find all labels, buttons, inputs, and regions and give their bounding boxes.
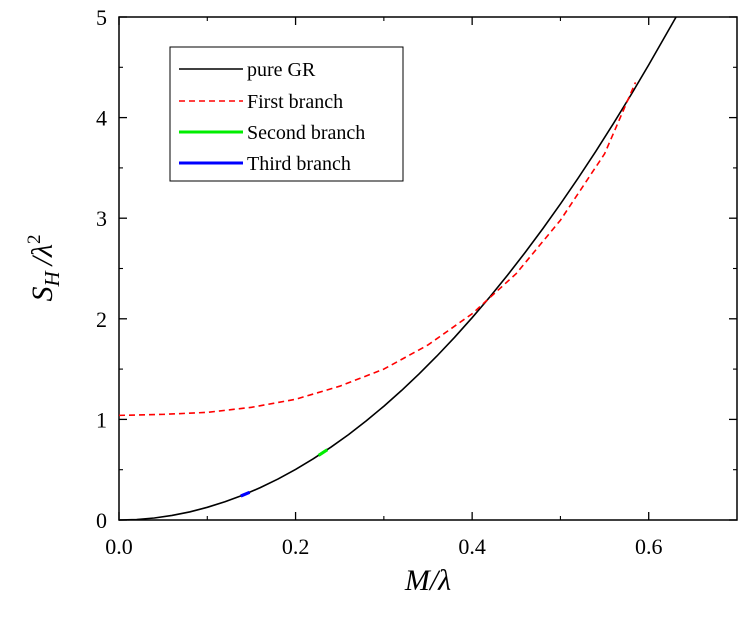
series-line-pure-gr	[118, 16, 677, 521]
legend: pure GR First branch Second branch Third…	[169, 46, 404, 182]
y-axis-label-sub: H	[40, 270, 64, 288]
x-axis-label: M/λ	[404, 564, 451, 597]
y-tick-label: 3	[96, 206, 107, 231]
y-axis-label-sup: 2	[24, 235, 45, 245]
y-tick-label: 4	[96, 106, 107, 131]
axis-tick-labels: 0.0 0.2 0.4 0.6 0 1 2 3 4 5	[96, 5, 662, 559]
legend-label-first-branch: First branch	[247, 91, 343, 113]
y-tick-label: 2	[96, 307, 107, 332]
y-tick-label: 0	[96, 508, 107, 533]
y-tick-label: 1	[96, 407, 107, 432]
y-axis-label-main: S	[26, 287, 59, 302]
legend-label-pure-gr: pure GR	[247, 59, 316, 81]
series-line-first-branch	[118, 82, 637, 417]
x-tick-label: 0.6	[635, 534, 663, 559]
y-axis-label-rest: /λ	[26, 244, 59, 267]
legend-label-third-branch: Third branch	[247, 153, 351, 175]
x-tick-label: 0.0	[105, 534, 133, 559]
y-tick-label: 5	[96, 5, 107, 30]
axis-ticks	[118, 16, 737, 521]
y-axis-label: SH/λ2	[24, 235, 64, 302]
legend-label-second-branch: Second branch	[247, 122, 365, 144]
x-tick-label: 0.2	[282, 534, 310, 559]
series-lines	[118, 16, 677, 521]
svg-text:SH/λ2: SH/λ2	[24, 235, 64, 302]
x-tick-label: 0.4	[458, 534, 486, 559]
series-line-second-branch	[317, 448, 329, 457]
series-line-third-branch	[240, 490, 251, 498]
